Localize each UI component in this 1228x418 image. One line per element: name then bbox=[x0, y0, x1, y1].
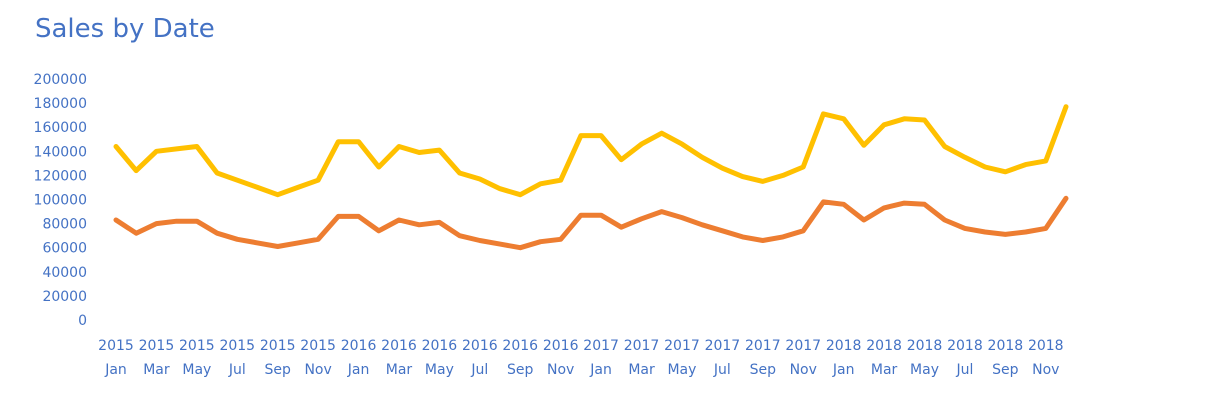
x-tick-label: 2016 Sep bbox=[502, 338, 538, 378]
x-tick-label: 2017 Jul bbox=[705, 338, 741, 378]
series-line-2 bbox=[113, 195, 1069, 251]
x-tick-label: 2018 May bbox=[907, 338, 943, 378]
chart-title: Sales by Date bbox=[35, 14, 215, 44]
x-tick-label: 2016 Jul bbox=[462, 338, 498, 378]
x-tick-label: 2015 Sep bbox=[260, 338, 296, 378]
y-tick-label: 20000 bbox=[42, 289, 87, 305]
x-tick-label: 2018 Sep bbox=[988, 338, 1024, 378]
x-tick-label: 2018 Mar bbox=[866, 338, 902, 378]
y-tick-label: 180000 bbox=[34, 96, 87, 112]
x-tick-label: 2016 Mar bbox=[381, 338, 417, 378]
y-tick-label: 140000 bbox=[34, 144, 87, 160]
x-tick-label: 2017 Jan bbox=[583, 338, 619, 378]
series-line-1 bbox=[113, 104, 1069, 198]
y-tick-label: 40000 bbox=[42, 265, 87, 281]
x-tick-label: 2015 Jan bbox=[98, 338, 134, 378]
x-tick-label: 2016 May bbox=[422, 338, 458, 378]
y-tick-label: 100000 bbox=[34, 193, 87, 209]
x-tick-label: 2017 Mar bbox=[624, 338, 660, 378]
x-tick-label: 2016 Jan bbox=[341, 338, 377, 378]
x-tick-label: 2018 Jul bbox=[947, 338, 983, 378]
x-tick-label: 2015 Nov bbox=[300, 338, 336, 378]
x-tick-label: 2016 Nov bbox=[543, 338, 579, 378]
y-tick-label: 60000 bbox=[42, 241, 87, 257]
x-tick-label: 2015 Jul bbox=[219, 338, 255, 378]
y-tick-label: 80000 bbox=[42, 217, 87, 233]
x-tick-label: 2015 Mar bbox=[139, 338, 175, 378]
x-tick-label: 2017 May bbox=[664, 338, 700, 378]
y-axis: 2000001800001600001400001200001000008000… bbox=[34, 72, 87, 329]
y-tick-label: 120000 bbox=[34, 168, 87, 184]
x-tick-label: 2015 May bbox=[179, 338, 215, 378]
x-tick-label: 2017 Nov bbox=[785, 338, 821, 378]
x-tick-label: 2018 Nov bbox=[1028, 338, 1064, 378]
series-lines bbox=[113, 104, 1069, 251]
y-tick-label: 200000 bbox=[34, 72, 87, 88]
y-tick-label: 0 bbox=[78, 313, 87, 329]
x-tick-label: 2017 Sep bbox=[745, 338, 781, 378]
x-tick-label: 2018 Jan bbox=[826, 338, 862, 378]
y-tick-label: 160000 bbox=[34, 120, 87, 136]
